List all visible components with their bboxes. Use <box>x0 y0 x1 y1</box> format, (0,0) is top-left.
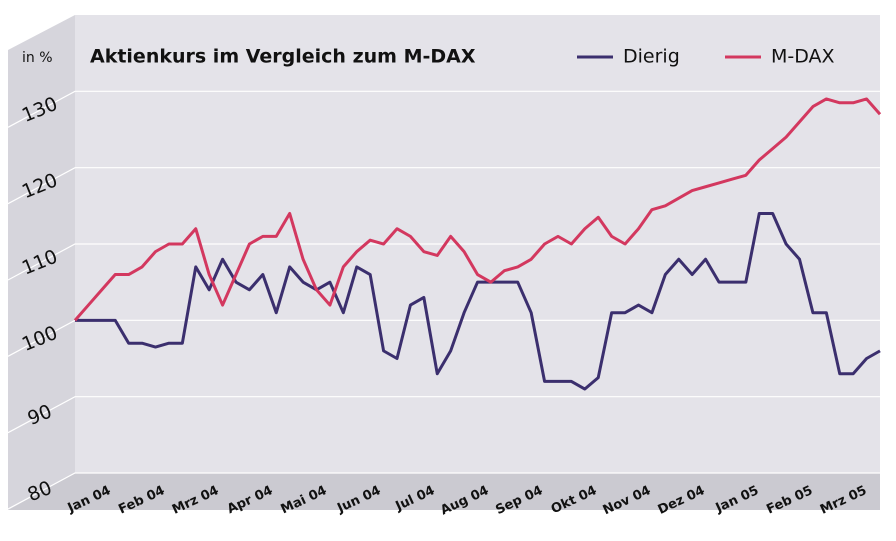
grid-line <box>7 167 880 205</box>
grid-line <box>7 243 880 281</box>
data-line <box>73 97 882 322</box>
legend-label: Dierig <box>623 46 680 68</box>
grid-line <box>7 396 880 434</box>
legend-label: M-DAX <box>771 46 835 68</box>
floor <box>8 473 880 510</box>
grid-line <box>7 90 880 128</box>
grid-line <box>7 472 880 510</box>
data-line <box>75 211 881 391</box>
chart-title: Aktienkurs im Vergleich zum M-DAX <box>90 46 476 68</box>
unit-label: in % <box>22 50 53 66</box>
